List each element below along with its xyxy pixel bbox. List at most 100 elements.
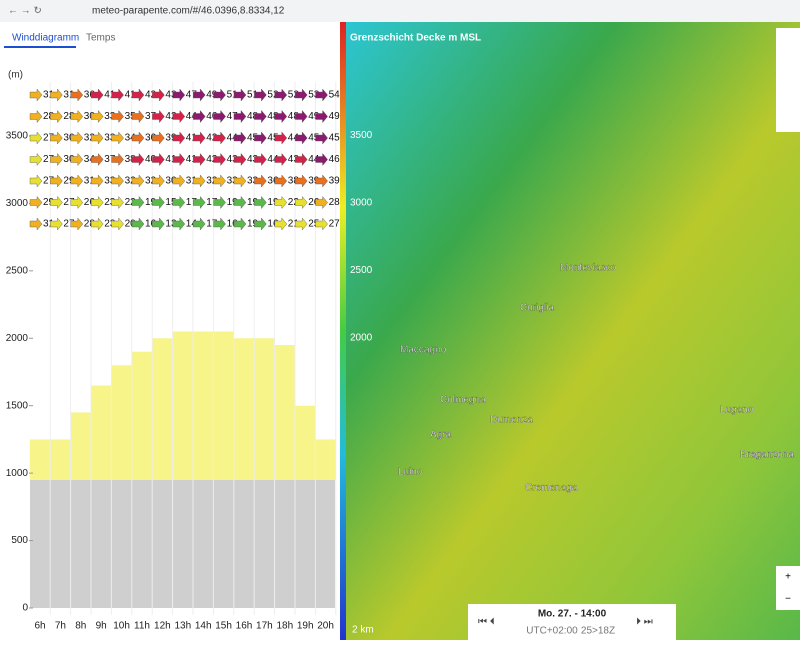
wind-speed: 31 — [84, 176, 96, 187]
wind-arrow — [111, 109, 124, 124]
wind-speed: 19 — [227, 197, 239, 208]
wind-speed: 29 — [43, 197, 55, 208]
zoom-out[interactable]: − — [785, 594, 791, 605]
wind-arrow — [172, 152, 186, 167]
wind-speed: 22 — [125, 197, 137, 208]
wind-arrow — [192, 109, 206, 124]
wind-speed: 53 — [308, 90, 320, 101]
zoom[interactable] — [776, 566, 800, 610]
tab[interactable]: Temps — [86, 33, 115, 44]
wind-speed: 45 — [329, 133, 341, 144]
wind-arrow — [172, 88, 186, 102]
wind-speed: 44 — [227, 133, 239, 144]
x-tick-label: 6h — [34, 621, 45, 632]
x-tick-label: 8h — [75, 621, 86, 632]
wind-speed: 26 — [84, 197, 96, 208]
model-run: 25>18Z — [581, 626, 615, 637]
wind-speed: 52 — [288, 90, 300, 101]
wind-speed: 43 — [165, 90, 177, 101]
wind-arrow — [274, 195, 288, 210]
time-control[interactable] — [468, 604, 676, 640]
y-tick-label: 3000 — [6, 198, 29, 209]
wind-arrow — [172, 109, 186, 124]
y-tick-label: 3500 — [6, 131, 29, 142]
wind-arrow — [192, 88, 206, 102]
x-tick-label: 11h — [134, 621, 150, 632]
wind-speed: 42 — [206, 154, 218, 165]
wind-arrow — [274, 174, 288, 188]
wind-speed: 16 — [227, 219, 239, 230]
wind-arrow — [131, 217, 145, 231]
nav-buttons[interactable]: ← → ↻ — [8, 6, 42, 17]
wind-speed: 48 — [247, 111, 259, 122]
wind-arrow — [254, 152, 267, 167]
wind-arrow — [254, 88, 267, 102]
wind-arrow — [233, 195, 247, 210]
boundary-layer — [233, 338, 255, 480]
url[interactable]: meteo-parapente.com/#/46.0396,8.8334,12 — [92, 6, 285, 17]
wind-arrow — [29, 195, 43, 210]
tab[interactable]: Winddiagramm — [12, 33, 79, 44]
wind-speed: 32 — [145, 176, 157, 187]
wind-speed: 30 — [63, 133, 75, 144]
wind-speed: 49 — [206, 90, 218, 101]
wind-arrow — [152, 174, 165, 188]
boundary-layer — [91, 385, 112, 480]
wind-arrow — [131, 152, 145, 167]
map[interactable] — [340, 22, 800, 640]
wind-arrow — [274, 152, 288, 167]
boundary-layer — [274, 345, 295, 480]
wind-arrow — [111, 174, 124, 188]
wind-speed: 46 — [206, 111, 218, 122]
wind-arrow — [192, 152, 206, 167]
wind-speed: 33 — [104, 111, 116, 122]
wind-arrow — [274, 88, 288, 102]
wind-speed: 43 — [247, 154, 259, 165]
wind-speed: 15 — [165, 197, 177, 208]
zoom-in[interactable]: + — [785, 572, 791, 583]
wind-arrow — [90, 109, 104, 124]
wind-arrow — [50, 174, 63, 188]
time-buttons[interactable]: ⏵ ⏭ — [636, 617, 653, 628]
wind-arrow — [315, 131, 328, 145]
wind-speed: 25 — [308, 219, 320, 230]
map-tools[interactable] — [776, 28, 800, 132]
wind-speed: 54 — [329, 90, 341, 101]
wind-speed: 44 — [308, 154, 320, 165]
wind-speed: 30 — [165, 176, 177, 187]
wind-speed: 32 — [125, 176, 137, 187]
wind-arrow — [213, 109, 226, 124]
time-buttons[interactable]: ⏮ ⏴ — [478, 617, 495, 628]
wind-speed: 31 — [43, 90, 55, 101]
wind-arrow — [111, 88, 124, 102]
wind-speed: 35 — [125, 111, 137, 122]
wind-arrow — [90, 217, 104, 231]
wind-arrow — [152, 195, 165, 210]
wind-arrow — [172, 195, 186, 210]
x-tick-label: 7h — [55, 621, 66, 632]
wind-arrow — [29, 109, 43, 124]
wind-speed: 49 — [329, 111, 341, 122]
wind-speed: 40 — [145, 154, 157, 165]
wind-speed: 19 — [247, 197, 259, 208]
wind-speed: 39 — [329, 176, 341, 187]
wind-arrow — [50, 88, 63, 102]
wind-speed: 45 — [267, 133, 279, 144]
wind-arrow — [295, 152, 308, 167]
wind-speed: 51 — [227, 90, 239, 101]
wind-speed: 30 — [63, 154, 75, 165]
wind-arrow — [90, 174, 104, 188]
wind-speed: 27 — [63, 197, 75, 208]
wind-speed: 17 — [186, 197, 198, 208]
colorbar-tick: 3500 — [350, 130, 373, 141]
wind-arrow — [315, 88, 328, 102]
wind-arrow — [213, 152, 226, 167]
wind-arrow — [152, 88, 165, 102]
wind-arrow — [254, 174, 267, 188]
wind-speed: 30 — [84, 111, 96, 122]
place-label: Colmegna — [440, 395, 486, 406]
wind-speed: 13 — [165, 219, 177, 230]
wind-speed: 39 — [165, 133, 177, 144]
wind-speed: 28 — [63, 111, 75, 122]
timezone: UTC+02:00 — [526, 626, 578, 637]
